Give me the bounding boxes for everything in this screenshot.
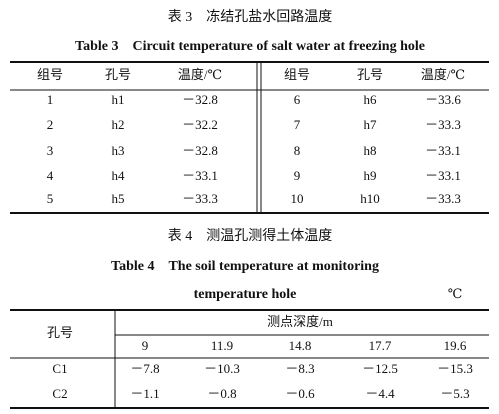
- column-header: 测点深度/m: [267, 314, 333, 329]
- column-header: 11.9: [211, 338, 233, 353]
- column-header: 孔号: [47, 325, 73, 340]
- cell: －8.3: [285, 361, 314, 376]
- cell: －7.8: [130, 361, 159, 376]
- column-header: 19.6: [444, 338, 467, 353]
- column-header: 14.8: [289, 338, 312, 353]
- cell: 9: [294, 168, 301, 183]
- cell: －33.1: [182, 168, 218, 183]
- cell: h9: [364, 168, 377, 183]
- cell: 6: [294, 92, 301, 107]
- cell: h3: [112, 143, 125, 158]
- column-header: 温度/℃: [178, 67, 222, 82]
- cell: h5: [112, 191, 125, 206]
- column-header: 孔号: [357, 67, 383, 82]
- cell: －33.3: [425, 191, 461, 206]
- cell: C2: [52, 386, 67, 401]
- table-caption-cn: 表 4 测温孔测得土体温度: [168, 227, 333, 244]
- cell: －12.5: [362, 361, 398, 376]
- cell: h2: [112, 117, 125, 132]
- cell: 2: [47, 117, 54, 132]
- cell: －32.8: [182, 143, 218, 158]
- cell: －33.3: [425, 117, 461, 132]
- cell: －32.2: [182, 117, 218, 132]
- column-header: 9: [142, 338, 149, 353]
- cell: h6: [364, 92, 378, 107]
- cell: 8: [294, 143, 301, 158]
- cell: C1: [52, 361, 67, 376]
- column-header: 17.7: [369, 338, 392, 353]
- cell: 4: [47, 168, 54, 183]
- cell: －4.4: [365, 386, 395, 401]
- cell: 5: [47, 191, 54, 206]
- cell: －33.1: [425, 143, 461, 158]
- table-caption-en: temperature hole: [194, 287, 297, 302]
- unit: ℃: [448, 286, 463, 301]
- cell: －5.3: [440, 386, 469, 401]
- cell: 3: [47, 143, 54, 158]
- cell: 7: [294, 117, 301, 132]
- cell: h4: [112, 168, 126, 183]
- cell: 10: [291, 191, 304, 206]
- column-header: 组号: [284, 67, 310, 82]
- column-header: 孔号: [105, 67, 131, 82]
- cell: －15.3: [437, 361, 473, 376]
- table-caption-en: Table 3 Circuit temperature of salt wate…: [75, 39, 425, 54]
- cell: －10.3: [204, 361, 240, 376]
- cell: h7: [364, 117, 378, 132]
- cell: －0.8: [207, 386, 236, 401]
- cell: －32.8: [182, 92, 218, 107]
- table-caption-en: Table 4 The soil temperature at monitori…: [111, 259, 379, 274]
- cell: h8: [364, 143, 377, 158]
- cell: －0.6: [285, 386, 315, 401]
- cell: －33.6: [425, 92, 461, 107]
- cell: 1: [47, 92, 54, 107]
- cell: －1.1: [130, 386, 159, 401]
- column-header: 组号: [37, 67, 63, 82]
- cell: h1: [112, 92, 125, 107]
- table-caption-cn: 表 3 冻结孔盐水回路温度: [168, 8, 333, 25]
- cell: －33.1: [425, 168, 461, 183]
- column-header: 温度/℃: [421, 67, 465, 82]
- cell: h10: [360, 191, 380, 206]
- cell: －33.3: [182, 191, 218, 206]
